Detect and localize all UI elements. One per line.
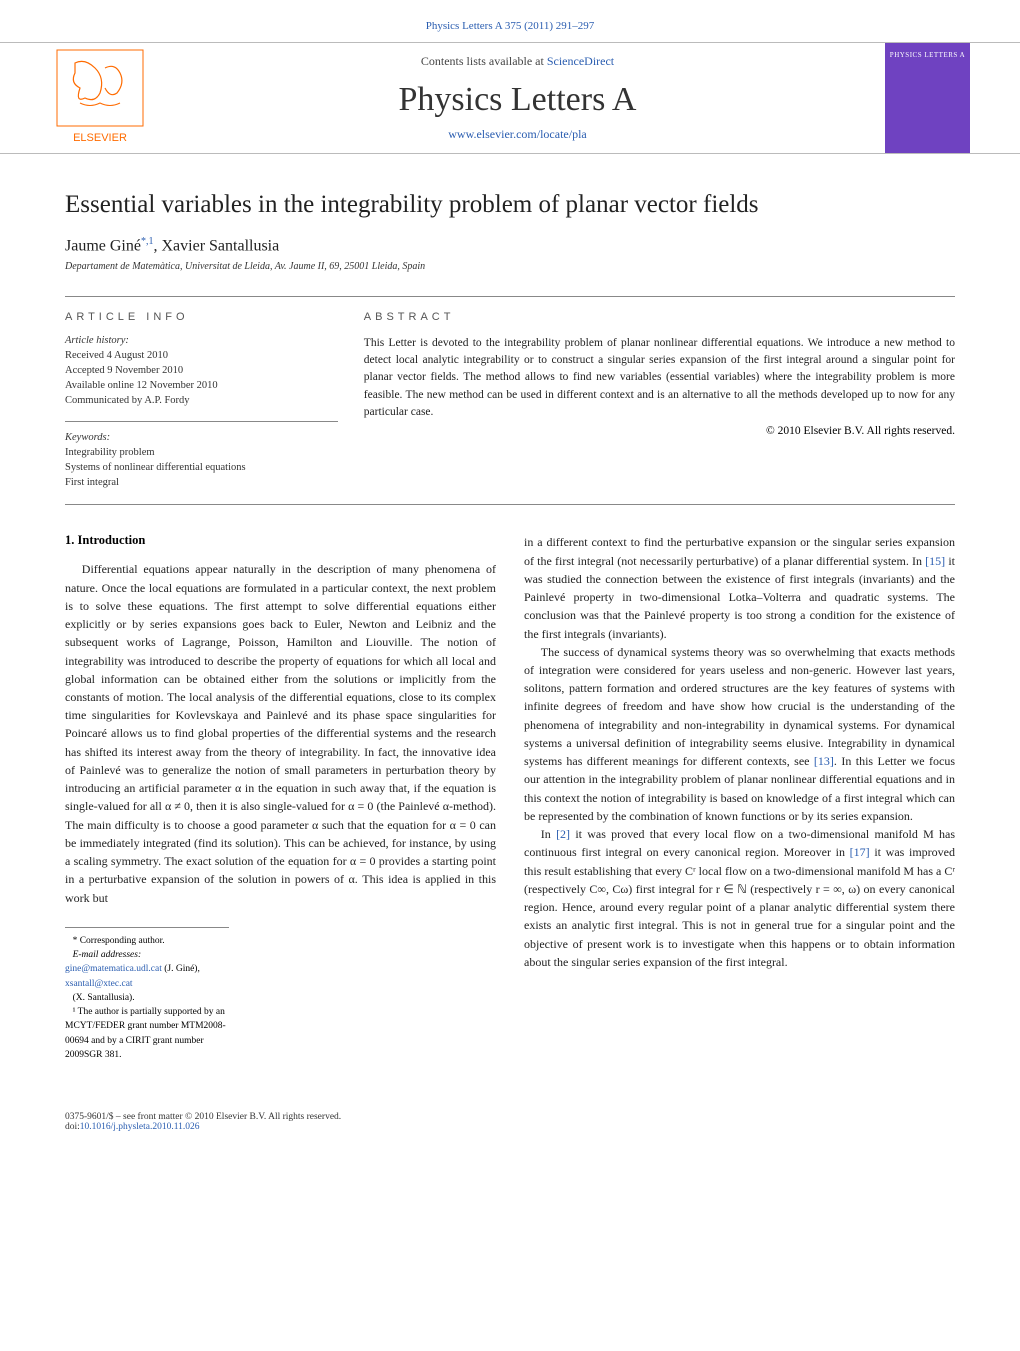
masthead: ELSEVIER Contents lists available at Sci… (0, 42, 1020, 154)
issn-line: 0375-9601/$ – see front matter © 2010 El… (65, 1112, 955, 1122)
email-link[interactable]: gine@matematica.udl.cat (65, 964, 162, 974)
corresponding-author: * Corresponding author. (65, 934, 229, 948)
ref-link[interactable]: [13] (814, 754, 834, 768)
section-heading: 1. Introduction (65, 533, 496, 548)
contents-line: Contents lists available at ScienceDirec… (150, 54, 885, 69)
keywords-label: Keywords: (65, 432, 338, 443)
citation-header: Physics Letters A 375 (2011) 291–297 (0, 0, 1020, 42)
email-who: (X. Santallusia). (65, 991, 229, 1005)
communicated-by: Communicated by A.P. Fordy (65, 393, 338, 408)
author-sup: *,1 (141, 236, 154, 247)
paragraph: Differential equations appear naturally … (65, 560, 496, 906)
svg-text:ELSEVIER: ELSEVIER (73, 132, 127, 144)
journal-url-link[interactable]: www.elsevier.com/locate/pla (448, 127, 587, 141)
accepted-date: Accepted 9 November 2010 (65, 363, 338, 378)
article-title: Essential variables in the integrability… (65, 189, 955, 222)
funding-footnote: ¹ The author is partially supported by a… (65, 1005, 229, 1062)
publisher-logo: ELSEVIER (50, 43, 150, 153)
email-line: E-mail addresses: gine@matematica.udl.ca… (65, 948, 229, 991)
abstract-text: This Letter is devoted to the integrabil… (364, 335, 955, 421)
paragraph: The success of dynamical systems theory … (524, 643, 955, 825)
journal-cover-thumbnail: PHYSICS LETTERS A (885, 43, 970, 153)
sciencedirect-link[interactable]: ScienceDirect (547, 54, 614, 68)
keyword: Integrability problem (65, 445, 338, 460)
journal-title: Physics Letters A (150, 81, 885, 119)
received-date: Received 4 August 2010 (65, 348, 338, 363)
authors: Jaume Giné*,1, Xavier Santallusia (65, 236, 955, 255)
abstract-heading: ABSTRACT (364, 311, 955, 323)
ref-link[interactable]: [17] (850, 845, 870, 859)
citation-link[interactable]: Physics Letters A 375 (2011) 291–297 (426, 20, 595, 32)
affiliation: Departament de Matemàtica, Universitat d… (65, 261, 955, 272)
article-info-heading: ARTICLE INFO (65, 311, 338, 323)
paragraph: in a different context to find the pertu… (524, 533, 955, 642)
copyright: © 2010 Elsevier B.V. All rights reserved… (364, 425, 955, 437)
page-footer: 0375-9601/$ – see front matter © 2010 El… (0, 1092, 1020, 1162)
online-date: Available online 12 November 2010 (65, 378, 338, 393)
ref-link[interactable]: [15] (925, 554, 945, 568)
keyword: Systems of nonlinear differential equati… (65, 460, 338, 475)
footnotes: * Corresponding author. E-mail addresses… (65, 927, 229, 1062)
ref-link[interactable]: [2] (556, 827, 570, 841)
body-columns: 1. Introduction Differential equations a… (65, 533, 955, 1062)
email-link[interactable]: xsantall@xtec.cat (65, 979, 133, 989)
keyword: First integral (65, 475, 338, 490)
doi-link[interactable]: 10.1016/j.physleta.2010.11.026 (80, 1122, 200, 1132)
paragraph: In [2] it was proved that every local fl… (524, 825, 955, 971)
history-label: Article history: (65, 335, 338, 346)
article-info-section: ARTICLE INFO Article history: Received 4… (65, 296, 955, 506)
